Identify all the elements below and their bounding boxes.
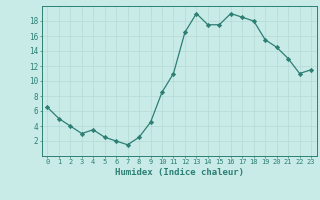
X-axis label: Humidex (Indice chaleur): Humidex (Indice chaleur) (115, 168, 244, 177)
